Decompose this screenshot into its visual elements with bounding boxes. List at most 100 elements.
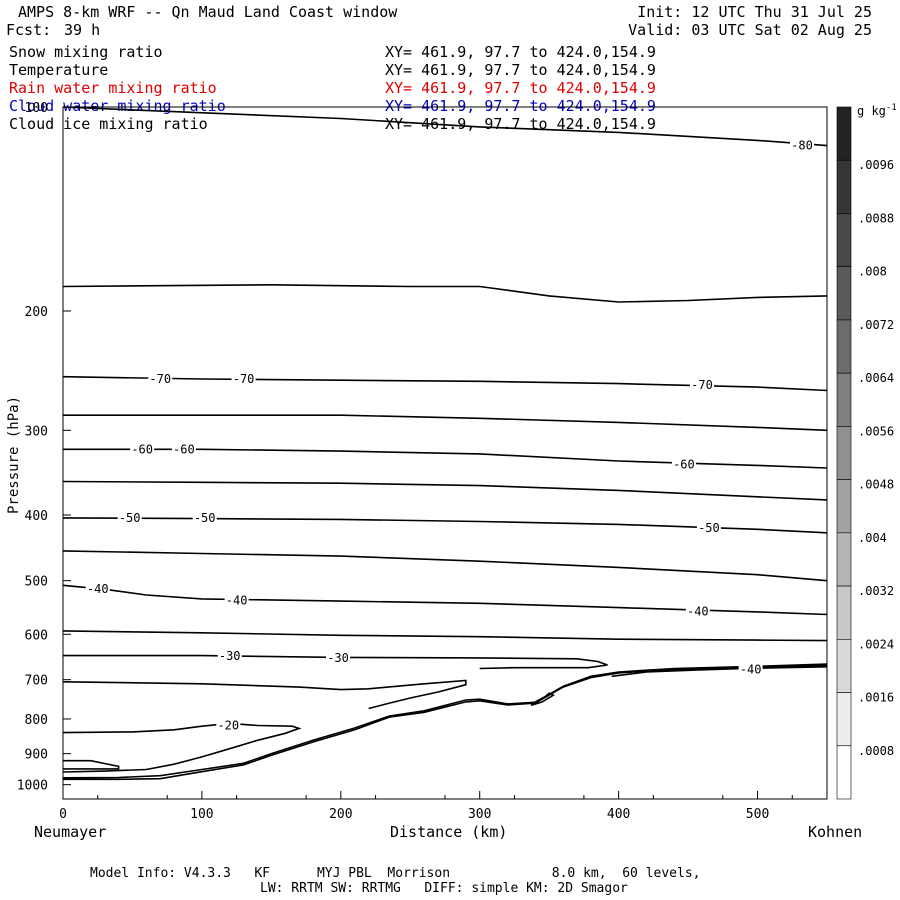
field-xy: XY= 461.9, 97.7 to 424.0,154.9 [385,79,656,97]
field-xy: XY= 461.9, 97.7 to 424.0,154.9 [385,61,656,79]
y-tick-label: 200 [25,305,48,320]
field-xy: XY= 461.9, 97.7 to 424.0,154.9 [385,115,656,133]
contour-label: -70 [233,372,255,386]
colorbar-cell [836,213,852,267]
field-name: Rain water mixing ratio [9,79,217,97]
field-xy: XY= 461.9, 97.7 to 424.0,154.9 [385,97,656,115]
chart-title: AMPS 8-km WRF -- Qn Maud Land Coast wind… [18,3,398,21]
contour-line [62,106,828,147]
colorbar-tick-label: .004 [858,531,887,545]
contour-line [62,283,828,303]
y-tick-label: 400 [25,509,48,524]
contour-line [63,448,828,469]
y-tick-label: 700 [25,674,48,689]
colorbar-tick-label: .008 [858,265,887,279]
field-name: Cloud water mixing ratio [9,97,226,115]
contour-label-bg [217,648,242,663]
x-axis-label: Distance (km) [390,823,508,841]
init-time: Init: 12 UTC Thu 31 Jul 25 [637,3,872,21]
contour-label: -70 [149,372,171,386]
y-axis-ticks: 100 200 300 400 500 600 700 800 900 1000 [17,101,71,794]
contour-line [62,663,828,779]
contour-label-bg [192,509,217,524]
x-axis-ticks: 0 100 200 300 400 500 [59,791,793,822]
colorbar-tick-label: .0008 [858,744,894,758]
contour-label: -20 [217,719,239,733]
contour-label-bg [696,519,721,534]
temperature-contours [62,106,828,781]
colorbar-unit: g kg-1 [857,103,897,118]
contour-label: -60 [131,442,153,456]
x-tick-label: 200 [329,807,352,822]
y-tick-label: 500 [25,575,48,590]
colorbar-tick-label: .0072 [858,318,894,332]
y-tick-label: 100 [25,101,48,116]
contour-label: -50 [698,521,720,535]
contour-label: -80 [791,139,813,153]
x-tick-label: 0 [59,807,67,822]
contour-line [62,375,828,392]
y-tick-label: 900 [25,748,48,763]
colorbar-cell [836,266,852,321]
contour-line [62,722,302,773]
model-info-line2: LW: RRTM SW: RRTMG DIFF: simple KM: 2D S… [260,881,628,896]
contour-label: -40 [226,594,248,608]
contour-label-bg [216,717,241,732]
colorbar-cell [836,745,852,800]
contour-label-bg [738,661,763,676]
colorbar-cell [836,532,852,587]
field-xy: XY= 461.9, 97.7 to 424.0,154.9 [385,43,656,61]
contour-label-bg [148,371,173,386]
colorbar-cell [836,372,852,427]
colorbar-tick-label: .0056 [858,424,894,438]
contour-label-bg [326,649,351,664]
x-tick-label: 500 [746,807,769,822]
contour-label: -30 [327,651,349,665]
colorbar: .0008 .0016 .0024 .0032 .004 .0048 .0056 .0064.… [836,103,897,800]
forecast-label: Fcst: [6,21,52,39]
field-name: Cloud ice mixing ratio [9,115,208,133]
x-tick-label: 300 [468,807,491,822]
y-tick-label: 600 [25,628,48,643]
contour-label: -70 [691,378,713,392]
contour-label: -40 [687,604,709,618]
y-tick-label: 300 [25,424,48,439]
colorbar-tick-label: .0048 [858,478,894,492]
colorbar-tick-label: .0088 [858,211,894,225]
start-location-label: Neumayer [34,823,107,841]
contour-label-bg [671,456,696,471]
contour-line [62,630,828,642]
contour-label-bg [130,441,155,456]
contour-line [63,759,120,770]
end-location-label: Kohnen [808,823,863,841]
colorbar-cell [836,106,852,161]
colorbar-cell [836,426,852,480]
colorbar-tick-label: .0096 [858,158,894,172]
contour-label-bg [85,580,110,595]
colorbar-cell [836,692,852,747]
contour-label: -40 [740,662,762,676]
contour-label-bg [689,376,714,391]
model-info-line1: Model Info: V4.3.3 KF MYJ PBL Morrison 8… [90,866,701,881]
contour-label: -60 [173,442,195,456]
field-name: Snow mixing ratio [9,43,163,61]
colorbar-cell [836,479,852,534]
x-tick-label: 400 [607,807,630,822]
colorbar-cell [836,585,852,640]
colorbar-cell [836,639,852,693]
contour-line [611,666,828,678]
contour-label-bg [789,137,814,152]
colorbar-tick-label: .0064 [858,371,894,385]
colorbar-cell [836,319,852,374]
contour-line [63,654,608,670]
contour-label: -40 [87,582,109,596]
colorbar-tick-label: .0032 [858,584,894,598]
contour-label-bg [231,371,256,386]
colorbar-cell [836,159,852,214]
contour-line [62,550,828,582]
contour-label-bg [685,603,710,618]
contour-label: -30 [219,649,241,663]
contour-label-bg [117,509,142,524]
contour-line [62,584,828,616]
